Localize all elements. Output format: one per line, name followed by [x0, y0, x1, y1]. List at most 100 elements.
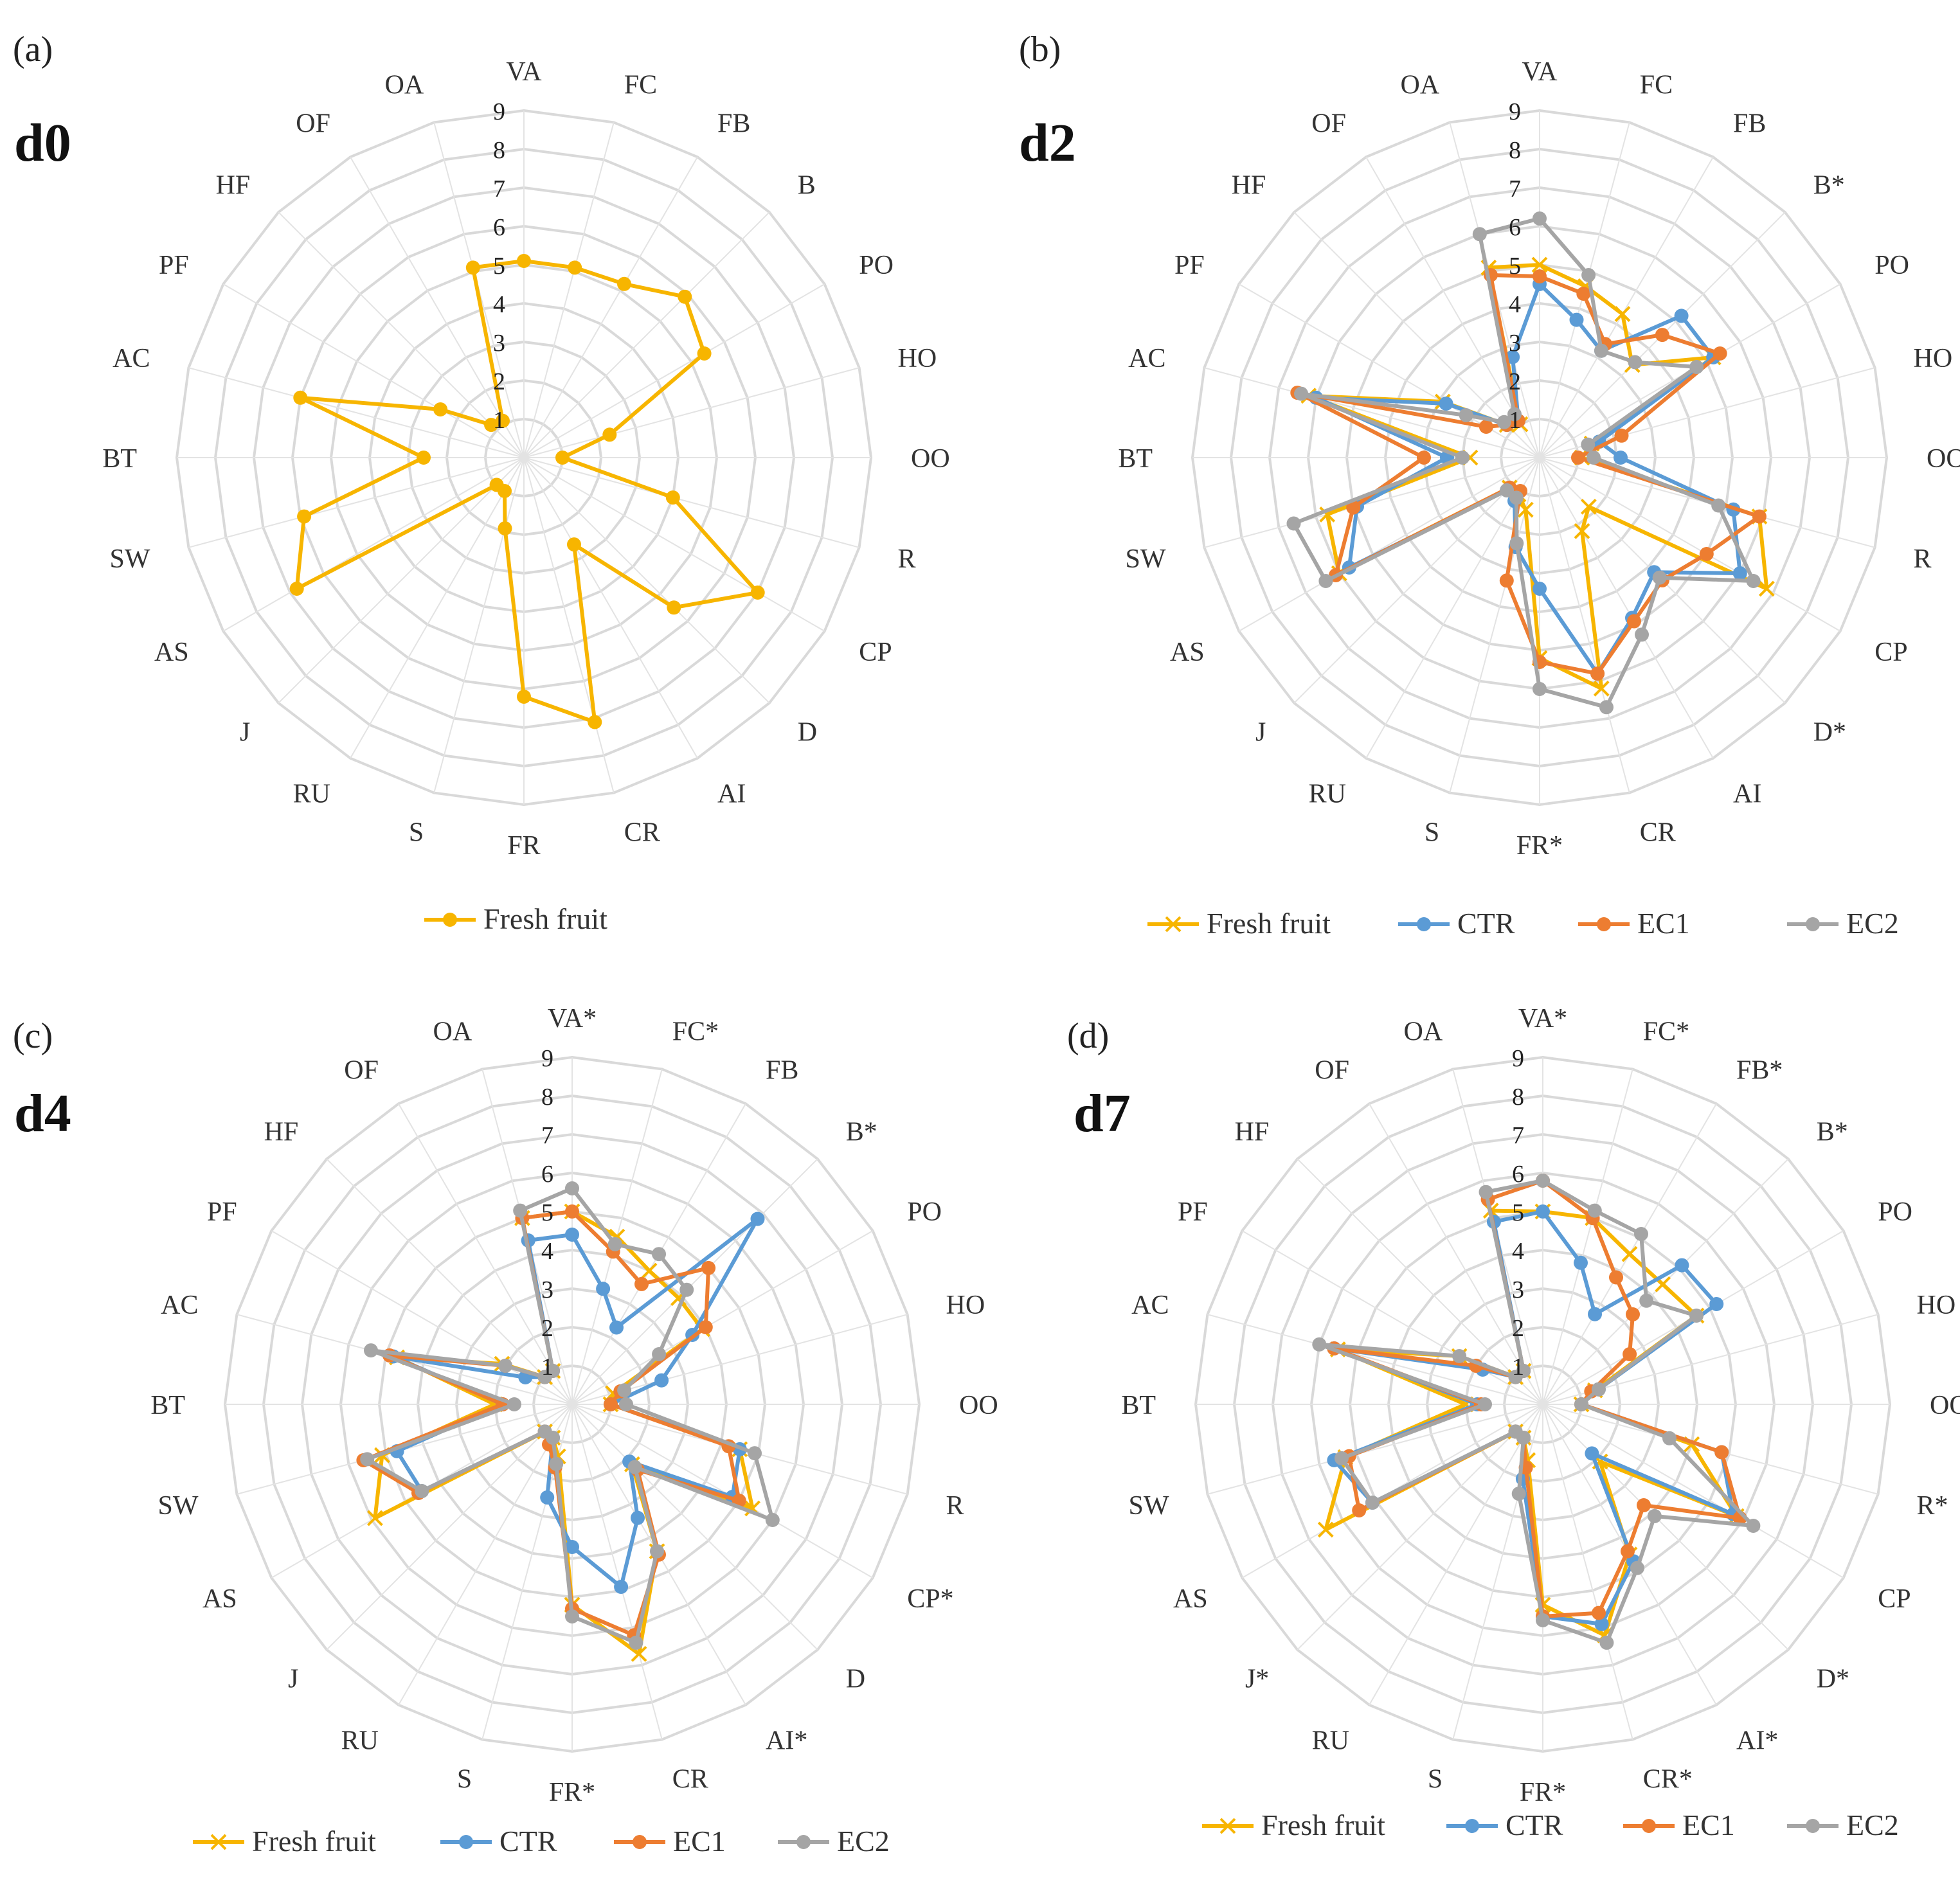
data-point [1576, 287, 1591, 301]
data-point [1587, 1203, 1602, 1218]
spoke [188, 457, 525, 548]
spoke [326, 1158, 573, 1405]
axis-category-label: AI [717, 779, 746, 809]
spoke [1207, 1314, 1543, 1405]
axis-category-label: S [1425, 818, 1439, 848]
axis-category-label: FR [507, 831, 540, 861]
data-point [540, 1490, 555, 1505]
axis-category-label: OO [1930, 1391, 1960, 1420]
data-point [565, 1228, 579, 1242]
axis-category-label: SW [1126, 544, 1166, 574]
tick-label: 8 [541, 1084, 553, 1111]
axis-category-label: RU [341, 1726, 379, 1755]
data-point [1574, 1397, 1588, 1411]
panel-letter: (c) [13, 1016, 53, 1056]
spoke [571, 1404, 663, 1740]
data-point [607, 1237, 622, 1251]
data-point [1499, 573, 1514, 588]
axis-category-label: FR* [1516, 831, 1563, 861]
data-point [641, 1262, 658, 1279]
tick-label: 7 [541, 1122, 553, 1149]
spoke [1542, 1069, 1633, 1405]
data-point [1533, 211, 1547, 226]
data-point [1459, 408, 1473, 422]
data-point [1452, 1349, 1467, 1363]
axis-category-label: R* [1917, 1491, 1948, 1521]
axis-category-label: B* [1817, 1117, 1848, 1147]
data-point [367, 1510, 383, 1526]
spoke [1204, 367, 1540, 458]
radar-panel-c: (c) d4 1 2 3 4 5 6 7 8 9 VA* FC* FB B* PO HO OO R CP* D AI*… [13, 1004, 998, 1857]
legend-label: Fresh fruit [1207, 907, 1331, 940]
spoke [523, 457, 859, 548]
axis-category-label: PF [1174, 251, 1205, 280]
legend-label: Fresh fruit [483, 902, 607, 935]
axis-category-label: FC [1640, 71, 1673, 100]
axis-category-label: AS [154, 638, 189, 667]
axis-category-label: HF [1235, 1117, 1270, 1147]
data-point [617, 1383, 632, 1398]
data-point [665, 490, 680, 505]
data-point [496, 413, 510, 428]
data-point [1478, 1397, 1492, 1411]
data-point [565, 1540, 579, 1554]
axis-category-label: D [846, 1665, 865, 1694]
axis-category-label: FR* [549, 1778, 595, 1807]
axis-category-label: FC [624, 71, 657, 100]
axis-category-label: R [946, 1491, 964, 1521]
spoke [523, 457, 615, 793]
axis-category-label: HO [1917, 1291, 1956, 1320]
legend-item: EC2 [1787, 1809, 1899, 1841]
data-point [568, 260, 582, 275]
legend-label: CTR [1506, 1809, 1563, 1841]
data-point [1626, 1307, 1640, 1321]
axis-category-label: PO [1875, 251, 1909, 280]
legend-item: Fresh fruit [193, 1825, 376, 1857]
data-point [617, 276, 631, 291]
spoke [523, 283, 825, 458]
data-point [679, 1282, 694, 1297]
axis-category-label: R [898, 544, 916, 574]
spoke [1204, 457, 1540, 548]
data-point [1594, 1616, 1609, 1631]
tick-label: 9 [493, 98, 505, 125]
axis-category-label: HO [898, 344, 937, 373]
axis-category-label: OF [1311, 109, 1346, 139]
spoke [1241, 1230, 1543, 1405]
data-point [517, 254, 531, 268]
data-point [1662, 1431, 1677, 1445]
axis-category-label: VA [1522, 57, 1558, 87]
data-point [1312, 1337, 1327, 1352]
data-point [565, 1609, 579, 1623]
axis-category-label: B [798, 170, 816, 200]
axis-category-label: RU [1309, 779, 1346, 809]
data-point [1531, 256, 1548, 273]
axis-category-label: FC* [1643, 1017, 1689, 1047]
tick-label: 1 [541, 1354, 553, 1381]
tick-label: 4 [1509, 291, 1521, 318]
axis-category-label: OA [433, 1017, 472, 1047]
tick-label: 1 [1512, 1354, 1524, 1381]
legend-item: Fresh fruit [1202, 1809, 1385, 1841]
data-point [1623, 1347, 1637, 1361]
data-point [614, 1580, 629, 1594]
axis-category-label: D* [1817, 1665, 1849, 1694]
data-point [1752, 509, 1767, 524]
legend-label: CTR [1457, 907, 1515, 940]
data-point [415, 1484, 429, 1498]
legend-item: EC1 [1578, 907, 1690, 940]
tick-label: 9 [1509, 98, 1521, 125]
legend-marker [633, 1835, 647, 1849]
axis-category-label: HF [1232, 170, 1266, 200]
axis-category-label: OF [296, 109, 330, 139]
data-point [1588, 1307, 1602, 1321]
data-point [1634, 1227, 1648, 1241]
axis-category-label: VA* [1518, 1004, 1567, 1033]
data-point [654, 1373, 669, 1388]
axis-category-label: R [1914, 544, 1932, 574]
legend-marker [1597, 917, 1611, 931]
spoke [1542, 1404, 1633, 1740]
axis-category-label: B* [1813, 170, 1845, 200]
data-point [1587, 451, 1601, 465]
